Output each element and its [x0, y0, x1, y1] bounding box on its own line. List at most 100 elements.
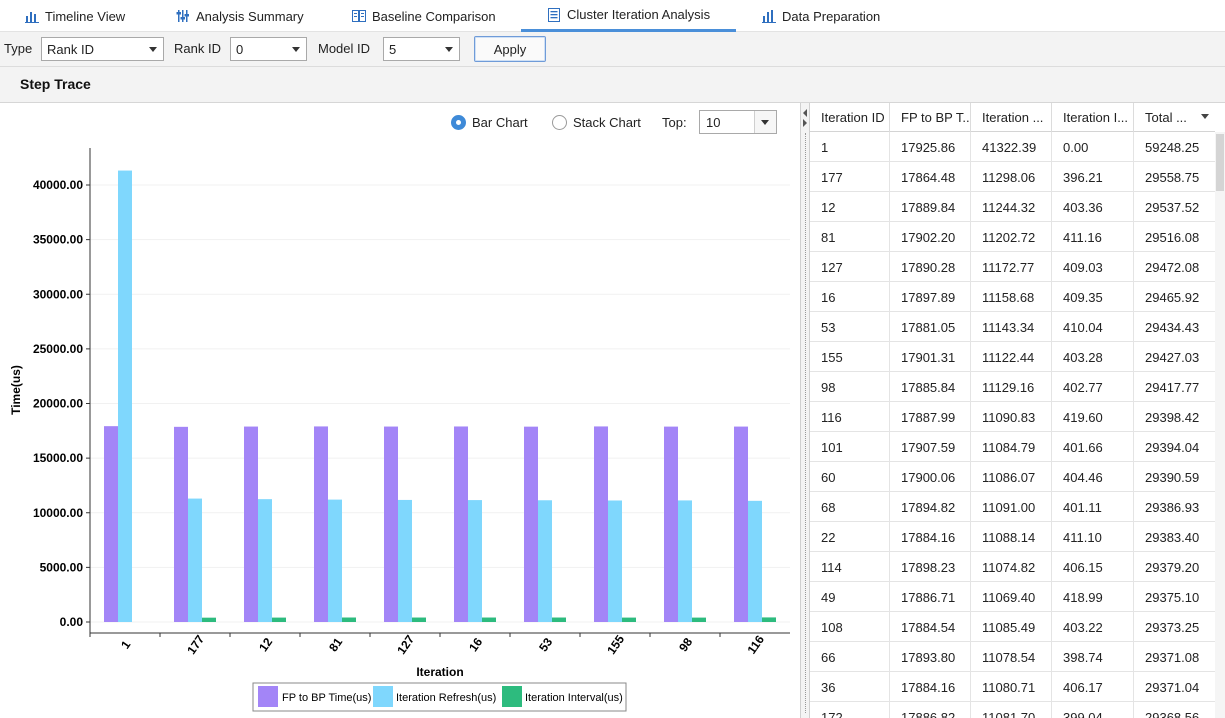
table-row[interactable]: 53 17881.05 11143.34 410.04 29434.43: [810, 312, 1215, 342]
bar-refresh[interactable]: [538, 500, 552, 622]
y-tick-label: 15000.00: [33, 451, 83, 465]
tab-analysis-summary[interactable]: Analysis Summary: [176, 0, 304, 32]
table-cell: 29516.08: [1145, 230, 1200, 245]
table-row[interactable]: 177 17864.48 11298.06 396.21 29558.75: [810, 162, 1215, 192]
bar-refresh[interactable]: [468, 500, 482, 622]
bar-interval[interactable]: [762, 617, 776, 622]
bar-fp-bp[interactable]: [454, 426, 468, 622]
table-cell: 17893.80: [890, 642, 971, 672]
bar-interval[interactable]: [342, 617, 356, 622]
table-cell: 418.99: [1052, 582, 1134, 612]
table-row[interactable]: 66 17893.80 11078.54 398.74 29371.08: [810, 642, 1215, 672]
table-row[interactable]: 155 17901.31 11122.44 403.28 29427.03: [810, 342, 1215, 372]
pane-splitter[interactable]: [800, 103, 810, 718]
table-cell: 29558.75: [1145, 170, 1200, 185]
scrollbar-thumb[interactable]: [1216, 134, 1224, 191]
type-select[interactable]: Rank ID: [41, 37, 164, 61]
bar-series: [104, 170, 776, 622]
bar-fp-bp[interactable]: [664, 426, 678, 622]
table-row[interactable]: 60 17900.06 11086.07 404.46 29390.59: [810, 462, 1215, 492]
table-cell: 29427.03: [1145, 350, 1200, 365]
table-row[interactable]: 108 17884.54 11085.49 403.22 29373.25: [810, 612, 1215, 642]
bar-interval[interactable]: [622, 617, 636, 622]
column-header[interactable]: Iteration ...: [971, 103, 1052, 132]
bar-interval[interactable]: [552, 617, 566, 622]
table-scrollbar[interactable]: [1215, 132, 1225, 718]
bar-fp-bp[interactable]: [104, 426, 118, 622]
table-row[interactable]: 127 17890.28 11172.77 409.03 29472.08: [810, 252, 1215, 282]
table-cell: 17897.89: [890, 282, 971, 312]
bar-fp-bp[interactable]: [734, 426, 748, 622]
table-cell: 11088.14: [971, 522, 1052, 552]
table-row[interactable]: 36 17884.16 11080.71 406.17 29371.04: [810, 672, 1215, 702]
bar-fp-bp[interactable]: [524, 426, 538, 622]
column-header[interactable]: Iteration ID: [810, 103, 890, 132]
table-cell: 127: [810, 252, 890, 282]
column-header[interactable]: FP to BP T...: [890, 103, 971, 132]
collapse-left-icon[interactable]: [803, 109, 807, 117]
model-id-select[interactable]: 5: [383, 37, 460, 61]
bar-interval[interactable]: [412, 617, 426, 622]
table-cell: 81: [810, 222, 890, 252]
collapse-right-icon[interactable]: [803, 119, 807, 127]
table-cell: 11085.49: [971, 612, 1052, 642]
bar-interval[interactable]: [202, 617, 216, 622]
table-cell: 1: [810, 132, 890, 162]
table-row[interactable]: 98 17885.84 11129.16 402.77 29417.77: [810, 372, 1215, 402]
bar-refresh[interactable]: [748, 500, 762, 622]
table-cell: 398.74: [1052, 642, 1134, 672]
table-cell: 11081.70: [971, 702, 1052, 718]
bar-fp-bp[interactable]: [174, 426, 188, 622]
chevron-down-icon[interactable]: [754, 111, 776, 133]
tab-cluster-iteration-analysis[interactable]: Cluster Iteration Analysis: [521, 0, 737, 32]
bar-chart-radio[interactable]: Bar Chart: [451, 115, 528, 130]
column-header[interactable]: Total ...: [1134, 103, 1215, 132]
table-row[interactable]: 68 17894.82 11091.00 401.11 29386.93: [810, 492, 1215, 522]
table-row[interactable]: 114 17898.23 11074.82 406.15 29379.20: [810, 552, 1215, 582]
table-cell: 11084.79: [971, 432, 1052, 462]
bar-interval[interactable]: [272, 617, 286, 622]
table-cell: 11129.16: [971, 372, 1052, 402]
bar-refresh[interactable]: [258, 499, 272, 622]
table-cell: 29394.04: [1145, 440, 1200, 455]
tab-baseline-comparison[interactable]: Baseline Comparison: [352, 0, 496, 32]
top-n-select[interactable]: 10: [699, 110, 777, 134]
table-cell: 29368.56: [1145, 710, 1200, 718]
bar-interval[interactable]: [692, 617, 706, 622]
stack-chart-label: Stack Chart: [573, 115, 641, 130]
table-row[interactable]: 16 17897.89 11158.68 409.35 29465.92: [810, 282, 1215, 312]
y-tick-label: 30000.00: [33, 287, 83, 301]
bar-refresh[interactable]: [678, 500, 692, 622]
table-row[interactable]: 172 17886.82 11081.70 399.04 29368.56: [810, 702, 1215, 718]
column-header[interactable]: Iteration I...: [1052, 103, 1134, 132]
tab-data-preparation[interactable]: Data Preparation: [762, 0, 880, 32]
bar-fp-bp[interactable]: [594, 426, 608, 622]
stack-chart-radio[interactable]: Stack Chart: [552, 115, 641, 130]
table-row[interactable]: 22 17884.16 11088.14 411.10 29383.40: [810, 522, 1215, 552]
table-row[interactable]: 81 17902.20 11202.72 411.16 29516.08: [810, 222, 1215, 252]
table-cell: 29465.92: [1145, 290, 1200, 305]
bar-interval[interactable]: [482, 617, 496, 622]
apply-button[interactable]: Apply: [474, 36, 546, 62]
tab-timeline-view[interactable]: Timeline View: [25, 0, 125, 32]
table-row[interactable]: 49 17886.71 11069.40 418.99 29375.10: [810, 582, 1215, 612]
table-cell: 29398.42: [1145, 410, 1200, 425]
table-row[interactable]: 101 17907.59 11084.79 401.66 29394.04: [810, 432, 1215, 462]
bar-refresh[interactable]: [188, 498, 202, 622]
rank-id-select[interactable]: 0: [230, 37, 307, 61]
table-row[interactable]: 1 17925.86 41322.39 0.00 59248.25: [810, 132, 1215, 162]
sort-descending-icon[interactable]: [1201, 114, 1209, 119]
table-cell: 29373.25: [1145, 620, 1200, 635]
table-row[interactable]: 116 17887.99 11090.83 419.60 29398.42: [810, 402, 1215, 432]
table-cell: 114: [810, 552, 890, 582]
bar-refresh[interactable]: [328, 499, 342, 622]
bar-chart-icon: [762, 10, 776, 23]
bar-fp-bp[interactable]: [314, 426, 328, 622]
table-cell: 11244.32: [971, 192, 1052, 222]
bar-refresh[interactable]: [608, 500, 622, 622]
bar-fp-bp[interactable]: [384, 426, 398, 622]
bar-refresh[interactable]: [118, 170, 132, 622]
table-row[interactable]: 12 17889.84 11244.32 403.36 29537.52: [810, 192, 1215, 222]
bar-refresh[interactable]: [398, 499, 412, 622]
bar-fp-bp[interactable]: [244, 426, 258, 622]
